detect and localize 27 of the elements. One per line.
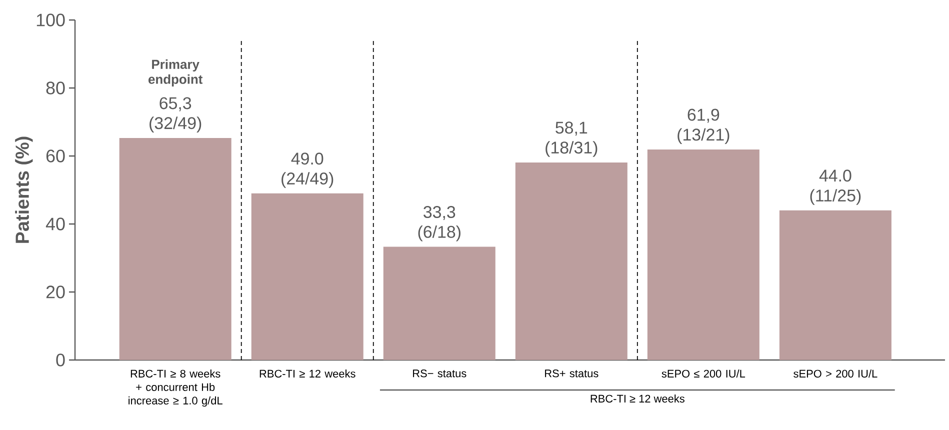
- data-label: 58,1 (18/31): [546, 122, 598, 157]
- bar: [119, 138, 232, 360]
- x-tick-label: RS+ status: [545, 370, 598, 378]
- y-tick-label: 20: [46, 286, 65, 298]
- x-tick-label: sEPO ≤ 200 IU/L: [662, 370, 746, 378]
- annotation: Primary endpoint: [148, 59, 203, 86]
- y-tick-label: 40: [46, 218, 65, 230]
- y-tick-label: 60: [46, 150, 65, 162]
- y-axis-title: Patients (%): [15, 136, 33, 243]
- data-label: 44.0 (11/25): [810, 170, 861, 205]
- x-tick-label: RS− status: [413, 370, 466, 378]
- y-tick-label: 100: [36, 14, 65, 26]
- data-label: 61,9 (13/21): [678, 108, 730, 144]
- x-tick-label: RBC-TI ≥ 12 weeks: [260, 370, 356, 378]
- data-label: 65,3 (32/49): [150, 97, 202, 132]
- y-tick-label: 80: [46, 82, 65, 94]
- bar: [779, 210, 892, 360]
- bar: [383, 246, 496, 360]
- bar: [515, 162, 628, 360]
- text: RBC-TI ≥ 12 weeks: [590, 394, 684, 403]
- data-label: 33,3 (6/18): [418, 206, 460, 242]
- y-tick-label: 0: [56, 354, 65, 366]
- x-tick-label: sEPO > 200 IU/L: [794, 370, 878, 378]
- x-tick-label: RBC-TI ≥ 8 weeks + concurrent Hb increase ≥ 1.0 g/dL: [128, 370, 222, 407]
- bar: [647, 150, 760, 360]
- data-label: 49.0 (24/49): [282, 152, 334, 188]
- bar: [251, 193, 364, 360]
